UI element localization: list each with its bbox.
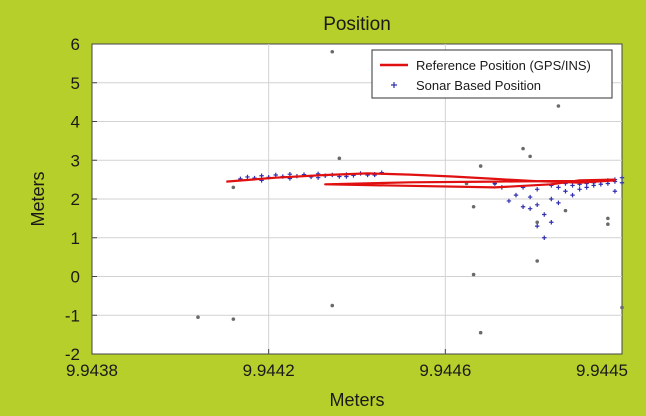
x-tick-label: 9.9446 — [419, 361, 471, 380]
sonar-point — [542, 235, 547, 240]
sonar-point — [535, 223, 540, 229]
outlier-point — [556, 104, 561, 108]
outlier-point — [606, 222, 610, 226]
chart-marks — [196, 49, 625, 335]
x-tick-label: 9.9438 — [66, 361, 118, 380]
outlier-point — [606, 216, 610, 221]
y-tick-label: -2 — [65, 345, 80, 364]
outlier-point — [196, 315, 200, 319]
sonar-point — [556, 185, 561, 190]
sonar-point — [556, 200, 561, 206]
sonar-point — [584, 185, 589, 190]
outlier-point — [231, 317, 236, 321]
legend-swatch-sonar — [391, 82, 397, 88]
sonar-point — [259, 173, 264, 178]
y-axis-label: Meters — [28, 171, 48, 226]
sonar-point — [520, 204, 526, 209]
sonar-point — [513, 192, 519, 198]
y-tick-label: 4 — [71, 113, 80, 132]
y-axis-ticks: 6 5 4 3 2 1 0 -1 -2 — [65, 35, 97, 364]
outlier-point — [471, 204, 476, 209]
outlier-point — [563, 208, 568, 213]
sonar-point — [535, 202, 540, 208]
y-tick-label: 2 — [71, 190, 80, 209]
sonar-point — [619, 180, 625, 185]
outlier-point — [231, 185, 236, 190]
sonar-point — [570, 192, 575, 198]
sonar-point — [287, 172, 293, 177]
outlier-point — [337, 156, 342, 161]
legend-label-sonar: Sonar Based Position — [416, 78, 541, 93]
sonar-point — [549, 220, 554, 225]
outlier-point — [330, 49, 335, 54]
y-tick-label: 6 — [71, 35, 80, 54]
legend-label-reference: Reference Position (GPS/INS) — [416, 58, 591, 73]
outlier-point — [535, 220, 539, 225]
x-axis-ticks: 9.9438 9.9442 9.9446 9.9445 — [66, 349, 628, 380]
sonar-point — [619, 175, 625, 180]
chart-title: Position — [323, 14, 391, 35]
sonar-point — [527, 206, 533, 211]
sonar-point — [527, 194, 533, 200]
sonar-point — [535, 187, 540, 192]
reference-position-line — [226, 172, 617, 189]
sonar-point — [506, 198, 512, 204]
outlier-point — [478, 330, 483, 335]
sonar-point — [563, 189, 568, 194]
y-tick-label: 3 — [71, 151, 80, 170]
outlier-point — [521, 146, 525, 151]
sonar-point — [245, 174, 250, 180]
outlier-point — [528, 154, 532, 159]
sonar-point — [570, 183, 575, 188]
sonar-point — [612, 189, 618, 194]
x-tick-label: 9.9445 — [576, 361, 628, 380]
y-tick-label: 5 — [71, 74, 80, 93]
y-tick-label: -1 — [65, 306, 80, 325]
sonar-point — [542, 212, 547, 217]
y-tick-label: 1 — [71, 229, 80, 248]
sonar-point — [273, 172, 278, 178]
outlier-point — [478, 164, 483, 168]
sonar-point — [549, 196, 554, 202]
outlier-point — [620, 305, 624, 310]
outlier-point — [471, 272, 476, 277]
outlier-point — [330, 303, 335, 308]
outlier-point — [535, 259, 539, 263]
sonar-point — [577, 187, 582, 192]
x-tick-label: 9.9442 — [243, 361, 295, 380]
legend-box — [371, 49, 613, 99]
x-axis-label: Meters — [329, 390, 384, 410]
y-tick-label: 0 — [71, 268, 80, 287]
legend: Reference Position (GPS/INS) Sonar Based … — [371, 49, 613, 99]
